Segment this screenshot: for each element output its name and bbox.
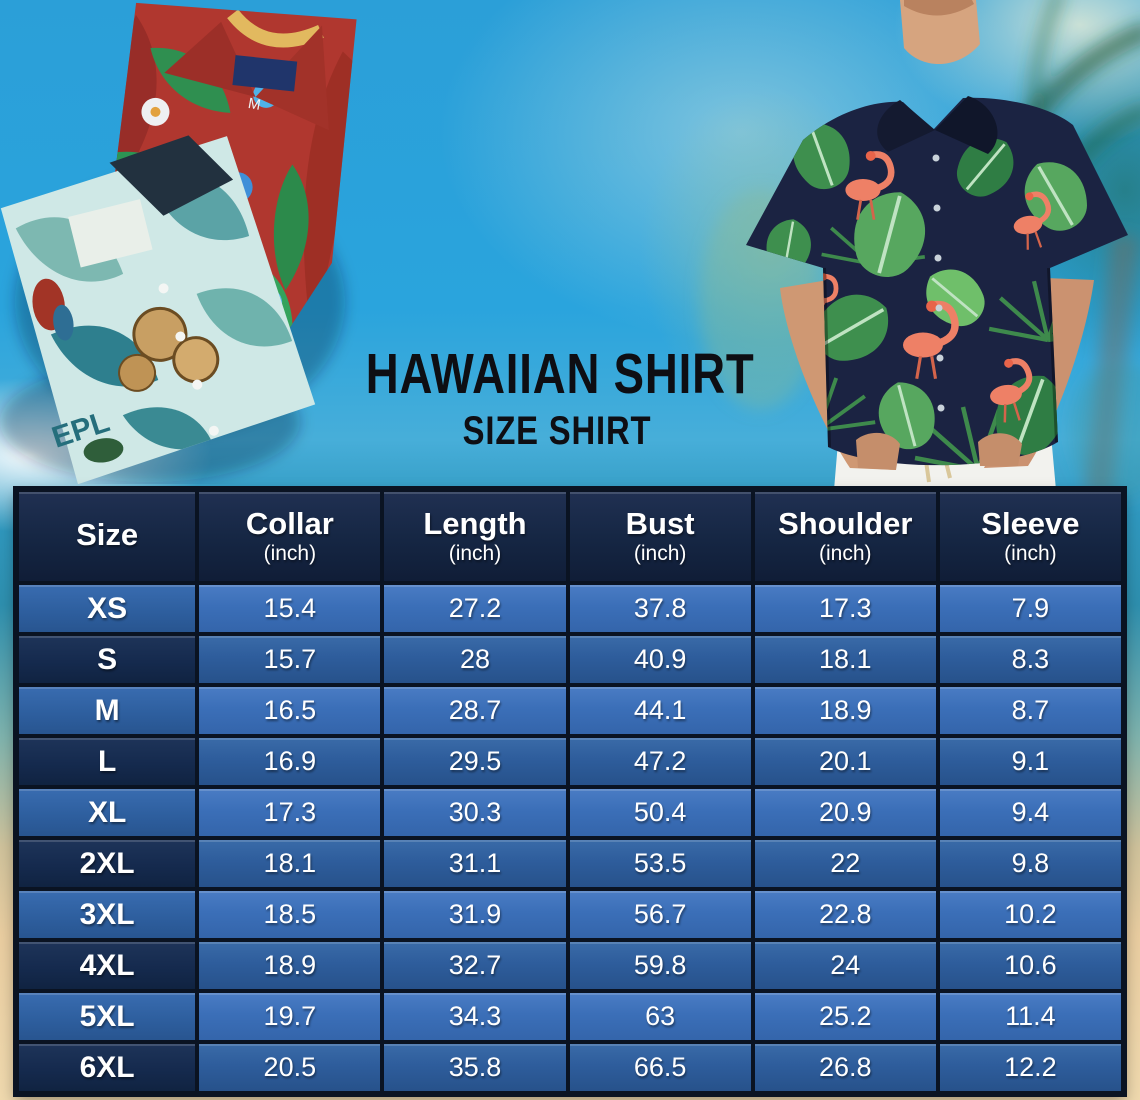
length-value: 30.3 xyxy=(380,785,570,840)
collar-value: 19.7 xyxy=(195,989,385,1044)
folded-shirts-photo: M EPL xyxy=(0,2,360,484)
bust-value: 63 xyxy=(565,989,755,1044)
sleeve-value: 8.7 xyxy=(935,683,1126,738)
model-neck xyxy=(900,0,980,65)
model-photo xyxy=(746,0,1128,490)
size-row: S 15.7 28 40.9 18.1 8.3 xyxy=(14,632,1126,687)
collar-value: 18.9 xyxy=(195,938,385,993)
collar-value: 16.9 xyxy=(195,734,385,789)
sleeve-value: 10.6 xyxy=(935,938,1126,993)
collar-value: 18.1 xyxy=(195,836,385,891)
page-subtitle: SIZE SHIRT xyxy=(462,409,652,453)
length-value: 31.9 xyxy=(380,887,570,942)
page-title: HAWAIIAN SHIRT xyxy=(365,342,755,406)
size-row: 3XL 18.5 31.9 56.7 22.8 10.2 xyxy=(14,887,1126,942)
size-table-body: XS 15.4 27.2 37.8 17.3 7.9 S 15.7 28 40.… xyxy=(14,581,1126,1095)
length-value: 28.7 xyxy=(380,683,570,738)
column-header-shoulder: Shoulder (inch) xyxy=(750,488,940,585)
size-row: 6XL 20.5 35.8 66.5 26.8 12.2 xyxy=(14,1040,1126,1095)
red-shirt-size-tag: M xyxy=(247,95,262,114)
size-row-label: 3XL xyxy=(14,887,200,942)
shoulder-value: 17.3 xyxy=(750,581,940,636)
sleeve-value: 9.1 xyxy=(935,734,1126,789)
collar-value: 15.7 xyxy=(195,632,385,687)
size-row: 5XL 19.7 34.3 63 25.2 11.4 xyxy=(14,989,1126,1044)
size-row-label: L xyxy=(14,734,200,789)
size-row: L 16.9 29.5 47.2 20.1 9.1 xyxy=(14,734,1126,789)
shoulder-value: 18.1 xyxy=(750,632,940,687)
column-header-bust: Bust (inch) xyxy=(565,488,755,585)
teal-shirt: EPL xyxy=(0,135,316,484)
size-row-label: 6XL xyxy=(14,1040,200,1095)
bust-value: 59.8 xyxy=(565,938,755,993)
size-row: XS 15.4 27.2 37.8 17.3 7.9 xyxy=(14,581,1126,636)
column-header-collar: Collar (inch) xyxy=(195,488,385,585)
size-row-label: XL xyxy=(14,785,200,840)
collar-value: 20.5 xyxy=(195,1040,385,1095)
sleeve-value: 10.2 xyxy=(935,887,1126,942)
size-row: 4XL 18.9 32.7 59.8 24 10.6 xyxy=(14,938,1126,993)
size-row-label: M xyxy=(14,683,200,738)
sleeve-value: 7.9 xyxy=(935,581,1126,636)
column-header-size: Size xyxy=(14,488,200,585)
bust-value: 37.8 xyxy=(565,581,755,636)
bust-value: 47.2 xyxy=(565,734,755,789)
model-left-hand xyxy=(856,432,900,470)
size-row: XL 17.3 30.3 50.4 20.9 9.4 xyxy=(14,785,1126,840)
header-row: Size Collar (inch) Length (inch) Bust (i… xyxy=(14,488,1126,585)
bust-value: 40.9 xyxy=(565,632,755,687)
column-header-length: Length (inch) xyxy=(380,488,570,585)
bust-value: 53.5 xyxy=(565,836,755,891)
collar-value: 16.5 xyxy=(195,683,385,738)
size-row-label: 2XL xyxy=(14,836,200,891)
size-row-label: 4XL xyxy=(14,938,200,993)
shoulder-value: 25.2 xyxy=(750,989,940,1044)
sleeve-value: 8.3 xyxy=(935,632,1126,687)
sleeve-value: 9.8 xyxy=(935,836,1126,891)
bust-value: 44.1 xyxy=(565,683,755,738)
shoulder-value: 22 xyxy=(750,836,940,891)
size-row-label: 5XL xyxy=(14,989,200,1044)
title-block: HAWAIIAN SHIRT SIZE SHIRT xyxy=(318,342,796,453)
size-table: Size Collar (inch) Length (inch) Bust (i… xyxy=(14,488,1126,1095)
length-value: 35.8 xyxy=(380,1040,570,1095)
size-row: M 16.5 28.7 44.1 18.9 8.7 xyxy=(14,683,1126,738)
bust-value: 50.4 xyxy=(565,785,755,840)
size-row-label: S xyxy=(14,632,200,687)
bust-value: 56.7 xyxy=(565,887,755,942)
sleeve-value: 12.2 xyxy=(935,1040,1126,1095)
shoulder-value: 20.1 xyxy=(750,734,940,789)
length-value: 32.7 xyxy=(380,938,570,993)
size-table-header: Size Collar (inch) Length (inch) Bust (i… xyxy=(14,488,1126,585)
collar-value: 15.4 xyxy=(195,581,385,636)
column-header-sleeve: Sleeve (inch) xyxy=(935,488,1126,585)
shoulder-value: 24 xyxy=(750,938,940,993)
shoulder-value: 20.9 xyxy=(750,785,940,840)
sleeve-value: 9.4 xyxy=(935,785,1126,840)
size-row: 2XL 18.1 31.1 53.5 22 9.8 xyxy=(14,836,1126,891)
collar-value: 17.3 xyxy=(195,785,385,840)
sleeve-value: 11.4 xyxy=(935,989,1126,1044)
shoulder-value: 26.8 xyxy=(750,1040,940,1095)
length-value: 31.1 xyxy=(380,836,570,891)
model-right-hand xyxy=(978,433,1022,466)
collar-value: 18.5 xyxy=(195,887,385,942)
shoulder-value: 18.9 xyxy=(750,683,940,738)
length-value: 27.2 xyxy=(380,581,570,636)
bust-value: 66.5 xyxy=(565,1040,755,1095)
length-value: 29.5 xyxy=(380,734,570,789)
size-row-label: XS xyxy=(14,581,200,636)
length-value: 28 xyxy=(380,632,570,687)
shoulder-value: 22.8 xyxy=(750,887,940,942)
length-value: 34.3 xyxy=(380,989,570,1044)
